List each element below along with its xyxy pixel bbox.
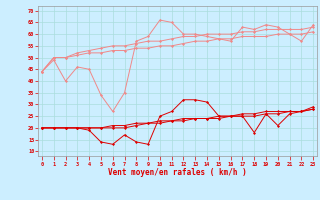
X-axis label: Vent moyen/en rafales ( km/h ): Vent moyen/en rafales ( km/h ) xyxy=(108,168,247,177)
